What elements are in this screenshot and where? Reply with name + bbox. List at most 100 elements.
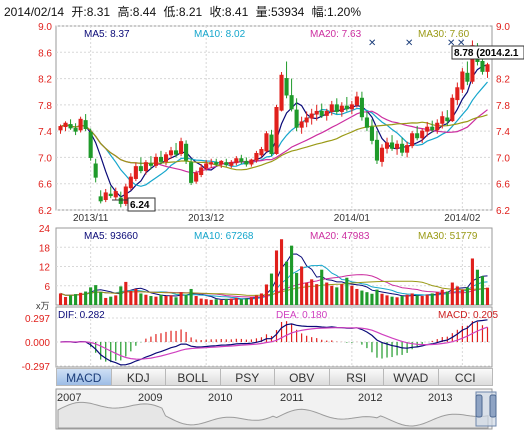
volume-bar <box>420 296 424 305</box>
volume-bar <box>174 297 178 305</box>
price-tick-right: 7.0 <box>496 153 510 164</box>
volume-bar <box>410 293 414 305</box>
volume-bar <box>109 296 113 305</box>
tab-rsi[interactable]: RSI <box>328 368 384 386</box>
volume-tick: 18 <box>39 243 51 254</box>
dif-line <box>60 319 488 366</box>
candle <box>485 62 490 78</box>
dea-legend: DEA: 0.180 <box>276 310 328 321</box>
volume-ma5-legend: MA5: 93660 <box>84 231 138 242</box>
volume-bar <box>325 282 329 305</box>
candle <box>389 135 395 151</box>
tab-obv[interactable]: OBV <box>274 368 330 386</box>
volume-bar <box>360 290 364 305</box>
open-label: 开: <box>71 5 86 19</box>
macd-tick: 0.297 <box>25 314 50 325</box>
candle <box>400 137 405 157</box>
volume-bar <box>460 289 464 305</box>
price-ma-legend: MA5: 8.37 MA10: 8.02 MA20: 7.63 MA30: 7.… <box>84 29 470 40</box>
price-tick-left: 7.0 <box>38 153 52 164</box>
volume-bar <box>285 261 289 305</box>
price-tick-right: 6.2 <box>496 206 510 217</box>
volume-bar <box>269 273 274 305</box>
volume-bar <box>430 293 434 305</box>
volume-bar <box>104 297 108 305</box>
price-tick-left: 8.6 <box>38 48 52 59</box>
volume-bar <box>179 292 183 305</box>
candle <box>254 150 259 163</box>
tab-kdj[interactable]: KDJ <box>110 368 166 386</box>
timeline-scroller[interactable] <box>55 388 497 430</box>
volume-bar <box>335 287 339 305</box>
candle <box>314 104 319 121</box>
candle <box>234 156 239 166</box>
tab-macd[interactable]: MACD <box>56 368 112 386</box>
volume-bar <box>159 294 163 305</box>
high-callout: 8.78 (2014.2.1 <box>451 45 524 60</box>
ex-dividend-marker-icon: ✕ <box>447 38 455 49</box>
candle <box>269 129 274 157</box>
tab-psy[interactable]: PSY <box>219 368 275 386</box>
high-label: 高: <box>117 4 132 19</box>
volume-bars <box>58 239 490 305</box>
volume-bar <box>149 296 153 305</box>
timeline-right-handle[interactable] <box>489 394 497 418</box>
candle <box>440 111 445 129</box>
candle <box>425 121 430 137</box>
macd-tick: -0.297 <box>22 362 51 373</box>
tab-cci[interactable]: CCI <box>437 368 493 386</box>
grid-lines <box>56 25 492 367</box>
volume-bar <box>470 258 474 305</box>
high-value: 8.44 <box>133 5 157 19</box>
volume-bar <box>310 279 314 305</box>
candle <box>98 190 103 204</box>
price-tick-left: 8.2 <box>38 75 52 86</box>
tab-wvad[interactable]: WVAD <box>383 368 439 386</box>
volume-bar <box>229 298 233 305</box>
candle <box>344 96 349 112</box>
macd-axis: 0.297 0.000 -0.297 <box>22 314 492 373</box>
candle <box>354 91 359 108</box>
ex-dividend-marker-icon: ✕ <box>405 38 413 49</box>
macd-value-legend: MACD: 0.205 <box>438 310 498 321</box>
candle <box>239 154 244 164</box>
volume-bar <box>219 299 223 305</box>
volume-bar <box>199 298 203 305</box>
volume-bar <box>204 299 208 305</box>
volume-bar <box>134 288 138 305</box>
candle <box>179 137 184 157</box>
volume-bar <box>465 287 469 305</box>
timeline-left-handle[interactable] <box>475 394 483 418</box>
price-tick-right: 7.8 <box>496 101 510 112</box>
volume-bar <box>139 293 143 305</box>
candle <box>319 103 324 118</box>
volume-bar <box>124 281 128 305</box>
candle <box>395 140 400 155</box>
date-axis: 2013/11 2013/12 2014/01 2014/02 <box>73 213 481 224</box>
candle <box>173 142 179 158</box>
volume-unit-label: x万 <box>36 301 50 311</box>
low-value: 8.21 <box>179 5 203 19</box>
candle <box>78 116 83 133</box>
volume-bar <box>194 296 198 305</box>
volume-bar <box>274 250 279 305</box>
svg-text:2014/02/14 开:8.31: 2014/02/14 开:8.31 高:8.44 低:8.21 收:8.41 量… <box>4 4 361 19</box>
volume-bar <box>89 287 93 305</box>
volume-tick: 12 <box>39 263 51 274</box>
volume-ma-legend: MA5: 93660 MA10: 67268 MA20: 47983 MA30:… <box>84 231 478 242</box>
volume-bar <box>440 289 444 305</box>
volume-value: 53934 <box>271 5 305 19</box>
volume-bar <box>340 284 344 305</box>
ex-dividend-marker-icon: ✕ <box>457 38 465 49</box>
volume-bar <box>375 289 379 305</box>
price-tick-right: 6.6 <box>496 180 510 191</box>
tab-boll[interactable]: BOLL <box>165 368 221 386</box>
price-tick-left: 9.0 <box>38 22 52 33</box>
volume-bar <box>214 299 218 305</box>
volume-bar <box>234 297 238 305</box>
macd-lines <box>60 319 488 366</box>
price-tick-right: 7.4 <box>496 127 510 138</box>
candle <box>224 158 229 167</box>
